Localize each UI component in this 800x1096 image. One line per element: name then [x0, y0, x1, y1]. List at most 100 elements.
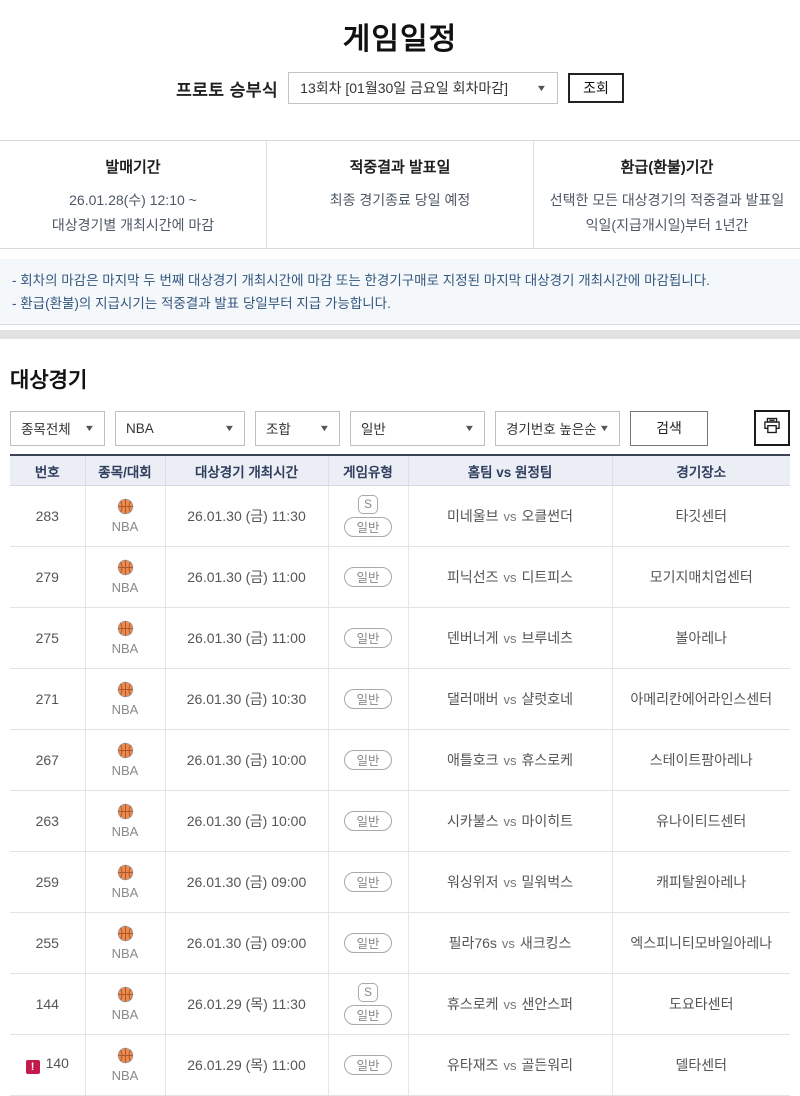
notice-line: - 회차의 마감은 마지막 두 번째 대상경기 개최시간에 마감 또는 한경기구…: [12, 272, 710, 288]
venue-cell: 볼아레나: [611, 607, 790, 669]
type-wrap: 일반: [329, 932, 408, 953]
game-number-cell: 255: [10, 912, 85, 974]
table-row: 279 NBA 26.01.30 (금) 11:00 일반 피닉선즈 vs 디트피스 모기지…: [10, 546, 790, 608]
venue-cell: 엑스피니티모바일아레나: [611, 912, 790, 974]
basketball-icon: [117, 620, 134, 640]
game-type-cell: 일반: [327, 729, 408, 791]
printer-icon: [762, 416, 782, 441]
home-team-label: 유타재즈: [446, 1056, 499, 1073]
sport-cell: NBA: [84, 607, 165, 669]
game-type-cell: 일반: [327, 790, 408, 852]
venue-cell: 델타센터: [611, 1034, 790, 1096]
league-label: NBA: [111, 1067, 139, 1083]
datetime-cell: 26.01.30 (금) 10:30: [164, 668, 328, 730]
single-badge: S: [358, 494, 378, 514]
page-title: 게임일정: [342, 23, 458, 56]
filter-sort-select[interactable]: 경기번호 높은순 ▼: [495, 410, 620, 446]
type-wrap: 일반: [329, 749, 408, 770]
table-row: 263 NBA 26.01.30 (금) 10:00 일반 시카불스 vs 마이히트 유나이…: [10, 790, 790, 852]
type-wrap: S 일반: [329, 982, 408, 1025]
info-box-sale-period: 발매기간 26.01.28(수) 12:10 ~ 대상경기별 개최시간에 마감: [0, 141, 266, 248]
away-team-label: 새크킹스: [519, 934, 572, 951]
notice-line: - 환급(환불)의 지급시기는 적중결과 발표 당일부터 지급 가능합니다.: [12, 296, 391, 312]
game-number-cell: 267: [10, 729, 85, 791]
venue-cell: 캐피탈원아레나: [611, 851, 790, 913]
basketball-icon: [117, 803, 134, 823]
game-number-cell: 283: [10, 485, 85, 547]
filter-combo-select[interactable]: 조합 ▼: [255, 410, 340, 446]
chevron-down-icon: ▼: [318, 423, 331, 434]
type-wrap: 일반: [329, 1054, 408, 1075]
sport-wrap: NBA: [86, 864, 165, 900]
vs-label: vs: [503, 569, 517, 585]
general-badge: 일반: [344, 871, 392, 892]
venue-cell: 모기지매치업센터: [611, 546, 790, 608]
teams-cell: 덴버너게 vs 브루네츠: [407, 607, 612, 669]
datetime-cell: 26.01.30 (금) 11:00: [164, 546, 328, 608]
league-label: NBA: [111, 579, 139, 595]
sport-cell: NBA: [84, 912, 165, 974]
sport-cell: NBA: [84, 546, 165, 608]
teams-cell: 시카불스 vs 마이히트: [407, 790, 612, 852]
teams-cell: 애틀호크 vs 휴스로케: [407, 729, 612, 791]
inquiry-button[interactable]: 조회: [568, 73, 624, 103]
table-row: 275 NBA 26.01.30 (금) 11:00 일반 덴버너게 vs 브루네츠 볼아레…: [10, 607, 790, 669]
filter-sport-select[interactable]: 종목전체 ▼: [10, 410, 105, 446]
proto-type-label: 프로토 승부식: [176, 80, 279, 100]
away-team-label: 오클썬더: [521, 507, 574, 524]
league-label: NBA: [111, 823, 139, 839]
general-badge: 일반: [344, 688, 392, 709]
game-type-cell: 일반: [327, 1034, 408, 1096]
filter-league-select[interactable]: NBA ▼: [115, 410, 245, 446]
filter-value: 종목전체: [21, 422, 71, 438]
sport-wrap: NBA: [86, 681, 165, 717]
game-type-cell: 일반: [327, 607, 408, 669]
print-button[interactable]: [754, 410, 790, 447]
info-box-title: 환급(환불)기간: [620, 159, 714, 176]
teams-cell: 댈러매버 vs 샬럿호네: [407, 668, 612, 730]
filter-value: 조합: [266, 422, 291, 438]
game-number-cell: 275: [10, 607, 85, 669]
teams-cell: 유타재즈 vs 골든워리: [407, 1034, 612, 1096]
datetime-cell: 26.01.30 (금) 10:00: [164, 790, 328, 852]
sport-wrap: NBA: [86, 925, 165, 961]
round-select[interactable]: 13회차 [01월30일 금요일 회차마감] ▼: [288, 72, 559, 104]
table-row: 271 NBA 26.01.30 (금) 10:30 일반 댈러매버 vs 샬럿호네 아메리…: [10, 668, 790, 730]
header-number: 번호: [10, 455, 85, 486]
general-badge: 일반: [344, 810, 392, 831]
venue-cell: 아메리칸에어라인스센터: [611, 668, 790, 730]
notice-box: - 회차의 마감은 마지막 두 번째 대상경기 개최시간에 마감 또는 한경기구…: [0, 258, 800, 326]
home-team-label: 필라76s: [448, 934, 497, 951]
alert-icon: !: [25, 1060, 40, 1075]
basketball-icon: [117, 498, 134, 518]
league-label: NBA: [111, 640, 139, 656]
game-type-cell: S 일반: [327, 973, 408, 1035]
basketball-icon: [117, 986, 134, 1006]
away-team-label: 골든워리: [521, 1056, 574, 1073]
info-box-line: 선택한 모든 대상경기의 적중결과 발표일: [549, 192, 785, 208]
header-teams: 홈팀 vs 원정팀: [407, 455, 612, 486]
chevron-down-icon: ▼: [83, 423, 96, 434]
chevron-down-icon: ▼: [598, 423, 611, 434]
sport-cell: NBA: [84, 973, 165, 1035]
datetime-cell: 26.01.29 (목) 11:30: [164, 973, 328, 1035]
league-label: NBA: [111, 518, 139, 534]
venue-cell: 유나이티드센터: [611, 790, 790, 852]
search-games-button[interactable]: 검색: [630, 410, 708, 446]
teams-cell: 필라76s vs 새크킹스: [407, 912, 612, 974]
datetime-cell: 26.01.30 (금) 09:00: [164, 851, 328, 913]
game-number-cell: 259: [10, 851, 85, 913]
home-team-label: 시카불스: [446, 812, 499, 829]
info-strip: 발매기간 26.01.28(수) 12:10 ~ 대상경기별 개최시간에 마감 …: [0, 140, 800, 249]
vs-label: vs: [503, 691, 517, 707]
home-team-label: 덴버너게: [446, 629, 499, 646]
home-team-label: 피닉선즈: [446, 568, 499, 585]
filter-type-select[interactable]: 일반 ▼: [350, 410, 485, 446]
info-box-line: 최종 경기종료 당일 예정: [329, 192, 471, 208]
basketball-icon: [117, 742, 134, 762]
vs-label: vs: [503, 752, 517, 768]
single-badge: S: [358, 982, 378, 1002]
header-venue: 경기장소: [611, 455, 790, 486]
general-badge: 일반: [344, 627, 392, 648]
venue-cell: 도요타센터: [611, 973, 790, 1035]
